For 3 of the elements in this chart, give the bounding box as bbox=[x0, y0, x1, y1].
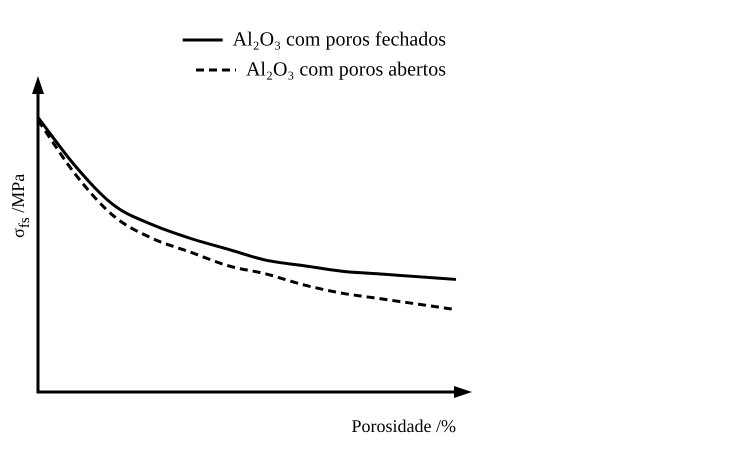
legend-label: Al₂O₃ com poros abertos bbox=[246, 58, 446, 80]
legend-label: Al₂O₃ com poros fechados bbox=[232, 28, 446, 50]
x-axis-title: Porosidade /% bbox=[352, 416, 456, 436]
